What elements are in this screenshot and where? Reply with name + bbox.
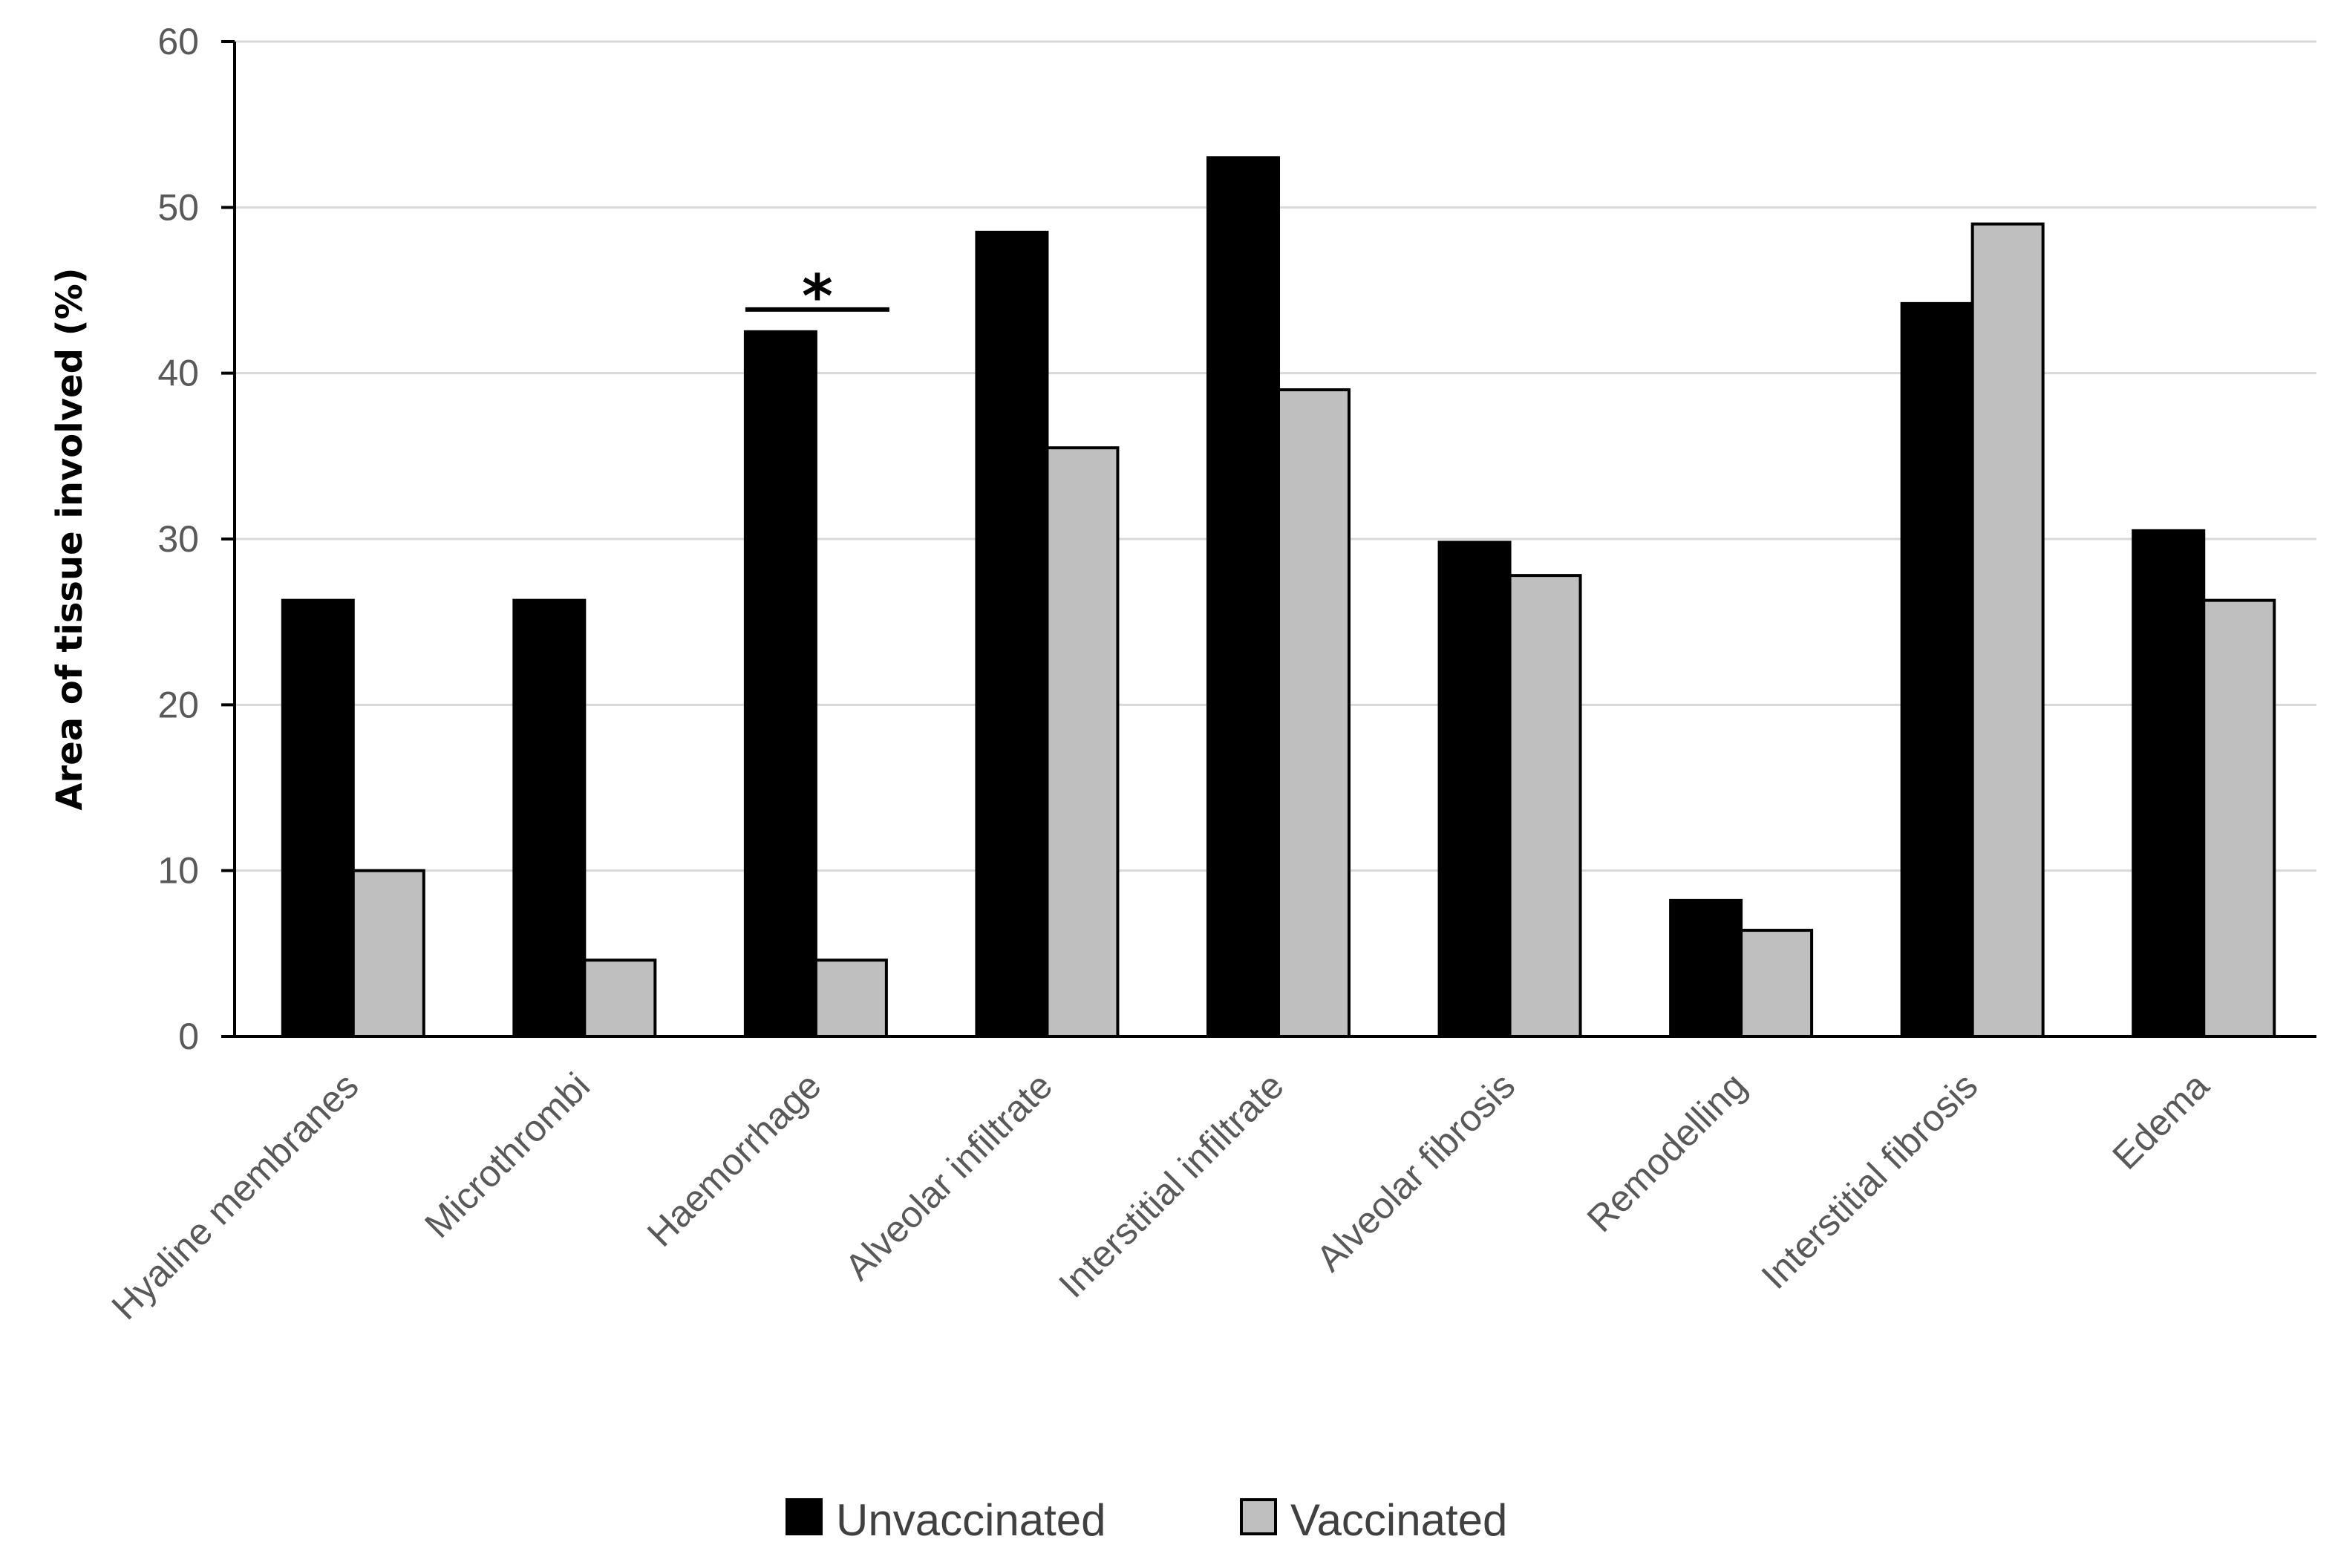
legend-label-unvaccinated: Unvaccinated (836, 1495, 1106, 1545)
legend-swatch-vaccinated (1240, 1498, 1277, 1535)
bar-vaccinated-remodelling (1740, 929, 1814, 1038)
significance-star: * (802, 262, 833, 331)
bar-vaccinated-hyaline-membranes (351, 869, 425, 1038)
y-tick-label-50: 50 (157, 186, 199, 228)
bar-unvaccinated-interstitial-fibrosis (1900, 301, 1974, 1039)
bar-unvaccinated-hyaline-membranes (281, 598, 355, 1038)
y-tick-labels: 0 10 20 30 40 50 60 (157, 21, 235, 1057)
legend-label-vaccinated: Vaccinated (1290, 1495, 1507, 1545)
legend: Unvaccinated Vaccinated (786, 1495, 1507, 1545)
bar-vaccinated-interstitial-infiltrate (1277, 388, 1351, 1038)
x-category-label-haemorrhage: Haemorrhage (639, 1065, 829, 1255)
bar-vaccinated-interstitial-fibrosis (1970, 222, 2045, 1039)
bar-vaccinated-microthrombi (583, 958, 657, 1039)
y-tick-label-60: 60 (157, 21, 199, 62)
bar-unvaccinated-alveolar-fibrosis (1437, 540, 1512, 1038)
x-category-label-microthrombi: Microthrombi (417, 1065, 598, 1246)
legend-swatch-unvaccinated (786, 1498, 823, 1535)
bar-vaccinated-edema (2202, 598, 2276, 1038)
x-category-label-alveolar-infiltrate: Alveolar infiltrate (837, 1065, 1060, 1288)
bar-unvaccinated-alveolar-infiltrate (975, 230, 1049, 1038)
bar-unvaccinated-edema (2132, 529, 2206, 1038)
y-tick-label-40: 40 (157, 353, 199, 394)
x-category-label-interstitial-fibrosis: Interstitial fibrosis (1754, 1065, 1986, 1297)
bars (281, 156, 2276, 1039)
y-tick-label-30: 30 (157, 518, 199, 560)
y-tick-label-20: 20 (157, 684, 199, 725)
x-category-labels: Hyaline membranes Microthrombi Haemorrhage… (104, 1065, 2218, 1327)
bar-unvaccinated-interstitial-infiltrate (1206, 156, 1280, 1038)
y-axis-label: Area of tissue involved (%) (49, 267, 91, 810)
x-category-label-hyaline-membranes: Hyaline membranes (104, 1065, 367, 1327)
y-tick-label-0: 0 (178, 1016, 199, 1057)
bar-vaccinated-alveolar-fibrosis (1508, 574, 1582, 1038)
x-category-label-remodelling: Remodelling (1579, 1065, 1754, 1240)
bar-unvaccinated-haemorrhage (743, 330, 817, 1039)
x-category-label-edema: Edema (2104, 1065, 2217, 1177)
x-category-label-interstitial-infiltrate: Interstitial infiltrate (1051, 1065, 1292, 1306)
bar-vaccinated-alveolar-infiltrate (1045, 446, 1120, 1038)
x-category-label-alveolar-fibrosis: Alveolar fibrosis (1308, 1065, 1523, 1279)
bar-vaccinated-haemorrhage (814, 958, 888, 1039)
bar-unvaccinated-remodelling (1669, 898, 1743, 1039)
significance-annotation: * (745, 262, 889, 331)
y-tick-label-10: 10 (157, 850, 199, 892)
bar-unvaccinated-microthrombi (512, 598, 587, 1038)
